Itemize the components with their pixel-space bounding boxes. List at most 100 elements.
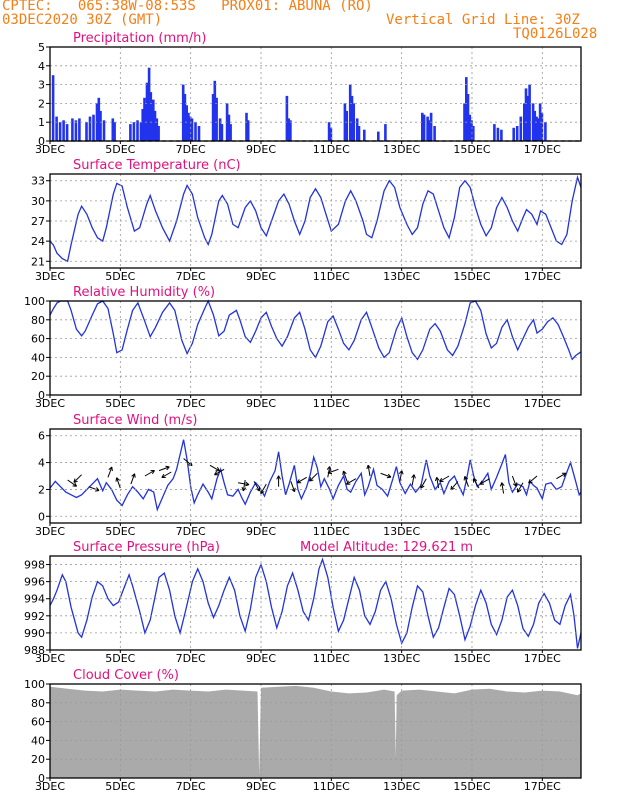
wind-arrow-head xyxy=(73,480,78,483)
precip-bar xyxy=(500,129,503,141)
x-tick-label: 9DEC xyxy=(246,652,276,665)
y-tick-label: 0 xyxy=(38,389,45,402)
panel-0 xyxy=(46,46,582,144)
precip-bar xyxy=(343,103,347,141)
wind-arrow-head xyxy=(260,491,265,495)
wind-arrow xyxy=(214,468,225,476)
precip-bar xyxy=(227,114,231,141)
precip-bar xyxy=(74,120,78,141)
precip-bar xyxy=(524,88,528,141)
y-tick-label: 80 xyxy=(31,697,45,710)
wind-arrow-head xyxy=(309,479,314,482)
wind-arrow xyxy=(296,476,307,484)
wind-arrow xyxy=(450,481,459,491)
plot-frame xyxy=(49,428,582,524)
precip-bar xyxy=(426,116,429,141)
precip-bar xyxy=(540,112,544,141)
y-tick-label: 994 xyxy=(24,593,45,606)
x-tick-label: 7DEC xyxy=(176,143,206,156)
precip-bar xyxy=(88,116,92,141)
panel-5 xyxy=(46,683,582,781)
wind-arrow-head xyxy=(294,487,296,492)
wind-arrow xyxy=(556,472,567,480)
x-tick-label: 9DEC xyxy=(246,270,276,283)
wind-arrow-head xyxy=(367,464,371,469)
precip-bar xyxy=(523,103,526,141)
precip-bar xyxy=(537,118,540,141)
x-tick-label: 17DEC xyxy=(524,525,561,538)
wind-arrow-head xyxy=(420,485,425,489)
precip-bar xyxy=(157,126,160,141)
precip-bar xyxy=(92,114,95,141)
precip-bar xyxy=(155,118,159,141)
precip-bar xyxy=(422,114,426,141)
precip-bar xyxy=(213,80,217,141)
x-tick-label: 3DEC xyxy=(35,525,65,538)
precip-bar xyxy=(139,122,143,141)
x-tick-label: 17DEC xyxy=(524,780,561,793)
wind-arrow-head xyxy=(436,476,440,481)
y-tick-label: 3 xyxy=(38,79,45,92)
wind-arrow-head xyxy=(278,475,281,480)
plot-frame xyxy=(49,555,582,651)
precip-bar xyxy=(181,84,185,141)
x-tick-label: 11DEC xyxy=(313,143,350,156)
x-tick-label: 13DEC xyxy=(383,525,420,538)
x-tick-label: 9DEC xyxy=(246,780,276,793)
wind-arrow-head xyxy=(512,483,517,487)
x-tick-label: 9DEC xyxy=(246,525,276,538)
wind-arrow-head xyxy=(366,465,369,470)
precip-bar xyxy=(185,105,188,141)
model-altitude: Model Altitude: 129.621 m xyxy=(300,540,473,555)
precip-bar xyxy=(352,103,355,141)
wind-arrow xyxy=(116,477,121,489)
x-tick-label: 9DEC xyxy=(246,143,276,156)
wind-arrow-head xyxy=(329,466,332,471)
wind-arrow-head xyxy=(398,470,403,475)
x-tick-label: 15DEC xyxy=(453,525,490,538)
precip-bar xyxy=(225,103,229,141)
x-tick-label: 13DEC xyxy=(383,780,420,793)
y-tick-label: 988 xyxy=(24,644,45,657)
x-tick-label: 11DEC xyxy=(313,525,350,538)
wind-arrow xyxy=(327,468,339,474)
precip-bar xyxy=(129,124,132,141)
wind-arrow xyxy=(420,478,427,489)
precip-bar xyxy=(287,118,290,141)
y-tick-label: 0 xyxy=(38,772,45,785)
x-tick-label: 5DEC xyxy=(105,270,135,283)
wind-arrow-head xyxy=(188,464,193,467)
header-station: CPTEC: 065:38W-08:53S PROX01: ABUNA (RO) xyxy=(2,0,373,14)
wind-arrow-head xyxy=(387,473,392,478)
wind-arrow-head xyxy=(401,470,404,475)
precip-bar xyxy=(433,126,436,141)
wind-arrow-head xyxy=(326,466,331,470)
y-tick-label: 40 xyxy=(31,734,45,747)
x-tick-label: 3DEC xyxy=(35,270,65,283)
wind-arrow xyxy=(411,474,415,486)
y-tick-label: 100 xyxy=(24,295,45,308)
precip-bar xyxy=(531,103,535,141)
y-tick-label: 0 xyxy=(38,135,45,148)
precip-bar xyxy=(528,84,531,141)
wind-arrow-head xyxy=(473,478,478,482)
x-tick-label: 17DEC xyxy=(524,652,561,665)
wind-arrow xyxy=(260,483,267,494)
y-tick-label: 6 xyxy=(38,430,45,443)
wind-arrow-head xyxy=(327,469,332,474)
plot-frame xyxy=(49,46,582,142)
y-tick-label: 0 xyxy=(38,510,45,523)
precip-bar xyxy=(429,112,433,141)
precip-bar xyxy=(152,99,155,141)
x-tick-label: 7DEC xyxy=(176,525,206,538)
y-tick-label: 20 xyxy=(31,753,45,766)
precip-bar xyxy=(188,116,192,141)
wind-arrow-head xyxy=(463,476,466,481)
x-tick-label: 7DEC xyxy=(176,652,206,665)
x-tick-label: 15DEC xyxy=(453,397,490,410)
precip-bar xyxy=(468,114,472,141)
wind-arrow-head xyxy=(309,477,312,482)
precip-bar xyxy=(327,122,331,141)
wind-arrow xyxy=(309,472,318,482)
precip-bar xyxy=(421,112,424,141)
